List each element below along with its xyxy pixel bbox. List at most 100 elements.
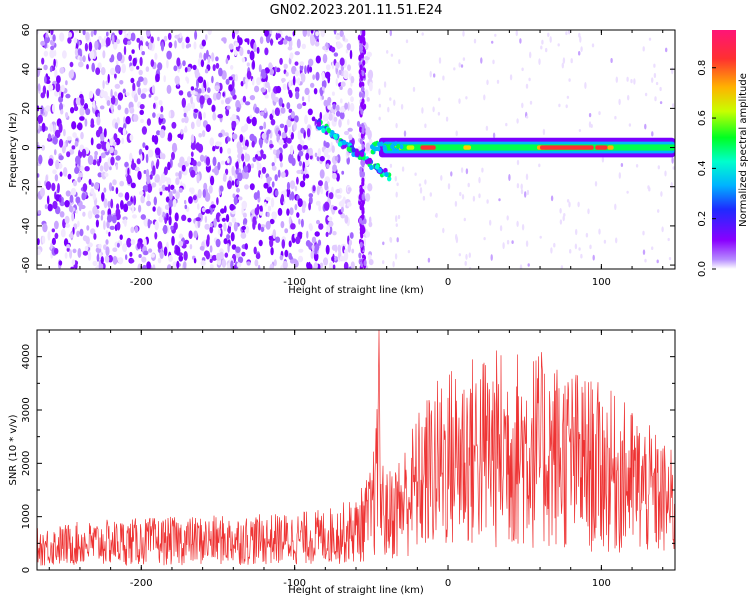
heatmap-noise-cell xyxy=(190,134,195,144)
heatmap-noise-cell xyxy=(92,99,96,109)
heatmap-noise-cell xyxy=(365,193,371,202)
heatmap-noise-cell xyxy=(277,207,283,216)
heatmap-noise-cell xyxy=(181,214,187,221)
heatmap-noise-cell xyxy=(592,254,595,261)
heatmap-noise-cell xyxy=(58,123,63,133)
heatmap-noise-cell xyxy=(249,183,255,191)
heatmap-noise-cell xyxy=(154,147,161,156)
heatmap-noise-cell xyxy=(335,62,340,69)
heatmap-noise-cell xyxy=(227,262,231,269)
heatmap-noise-cell xyxy=(127,40,132,46)
heatmap-noise-cell xyxy=(228,43,234,50)
heatmap-noise-cell xyxy=(187,217,192,223)
heatmap-noise-cell xyxy=(318,239,321,246)
heatmap-noise-cell xyxy=(70,107,75,114)
heatmap-signal-cell xyxy=(377,167,382,174)
heatmap-noise-cell xyxy=(157,36,160,42)
heatmap-noise-cell xyxy=(305,240,311,247)
heatmap-noise-cell xyxy=(280,171,286,178)
heatmap-noise-cell xyxy=(65,190,71,197)
heatmap-noise-cell xyxy=(158,179,163,187)
heatmap-noise-cell xyxy=(424,179,427,185)
heatmap-noise-cell xyxy=(258,239,263,247)
heatmap-noise-cell xyxy=(296,169,302,174)
heatmap-noise-cell xyxy=(520,189,524,195)
heatmap-noise-cell xyxy=(335,104,340,112)
heatmap-noise-cell xyxy=(139,56,143,67)
heatmap-noise-cell xyxy=(310,82,315,88)
heatmap-noise-cell xyxy=(140,153,143,162)
heatmap-noise-cell xyxy=(300,72,304,77)
heatmap-noise-cell xyxy=(138,190,144,196)
heatmap-noise-cell xyxy=(142,142,146,149)
heatmap-noise-cell xyxy=(137,87,142,96)
heatmap-noise-cell xyxy=(359,64,363,71)
heatmap-noise-cell xyxy=(168,190,173,200)
heatmap-noise-cell xyxy=(212,156,217,167)
heatmap-noise-cell xyxy=(657,209,660,213)
heatmap-noise-cell xyxy=(141,51,145,56)
heatmap-noise-cell xyxy=(361,180,365,187)
heatmap-noise-cell xyxy=(527,263,530,267)
heatmap-noise-cell xyxy=(133,94,138,103)
heatmap-noise-cell xyxy=(251,78,255,86)
heatmap-signal-cell xyxy=(369,164,374,170)
heatmap-noise-cell xyxy=(327,96,332,104)
heatmap-noise-cell xyxy=(123,203,129,213)
heatmap-noise-cell xyxy=(588,121,592,128)
heatmap-noise-cell xyxy=(644,92,648,97)
heatmap-noise-cell xyxy=(298,248,304,253)
heatmap-noise-cell xyxy=(397,214,401,220)
heatmap-noise-cell xyxy=(655,81,659,86)
heatmap-noise-cell xyxy=(365,231,371,238)
heatmap-noise-cell xyxy=(318,180,323,187)
heatmap-noise-cell xyxy=(209,226,214,234)
heatmap-noise-cell xyxy=(297,231,303,236)
heatmap-noise-cell xyxy=(359,46,363,53)
heatmap-noise-cell xyxy=(226,234,231,240)
heatmap-noise-cell xyxy=(226,105,231,110)
heatmap-noise-cell xyxy=(328,261,334,269)
heatmap-noise-cell xyxy=(163,75,166,83)
heatmap-noise-cell xyxy=(412,86,416,92)
heatmap-noise-cell xyxy=(182,60,186,67)
heatmap-noise-cell xyxy=(486,199,489,204)
heatmap-noise-cell xyxy=(575,228,578,236)
heatmap-noise-cell xyxy=(331,244,337,251)
heatmap-noise-cell xyxy=(271,181,275,188)
heatmap-noise-cell xyxy=(54,129,61,139)
heatmap-noise-cell xyxy=(197,219,201,229)
heatmap-noise-cell xyxy=(332,206,338,211)
heatmap-noise-cell xyxy=(219,185,224,192)
heatmap-noise-cell xyxy=(335,188,341,194)
heatmap-noise-cell xyxy=(265,81,270,89)
heatmap-noise-cell xyxy=(75,209,78,214)
heatmap-noise-cell xyxy=(142,185,148,191)
heatmap-noise-cell xyxy=(407,250,411,254)
heatmap-marks xyxy=(37,30,675,269)
heatmap-noise-cell xyxy=(347,101,350,112)
heatmap-noise-cell xyxy=(82,183,88,192)
heatmap-noise-cell xyxy=(529,100,533,105)
heatmap-noise-cell xyxy=(480,57,483,64)
heatmap-noise-cell xyxy=(178,233,184,239)
heatmap-noise-cell xyxy=(357,146,361,151)
heatmap-noise-cell xyxy=(427,257,431,263)
heatmap-noise-cell xyxy=(539,235,542,239)
heatmap-noise-cell xyxy=(105,141,110,151)
heatmap-noise-cell xyxy=(349,49,353,60)
heatmap-noise-cell xyxy=(134,225,139,234)
heatmap-noise-cell xyxy=(651,246,654,250)
heatmap-noise-cell xyxy=(244,184,249,190)
heatmap-noise-cell xyxy=(190,169,196,178)
heatmap-noise-cell xyxy=(81,148,87,158)
heatmap-noise-cell xyxy=(296,38,301,49)
heatmap-noise-cell xyxy=(317,264,321,269)
heatmap-noise-cell xyxy=(110,88,113,99)
heatmap-noise-cell xyxy=(152,206,156,212)
heatmap-noise-cell xyxy=(550,195,554,202)
heatmap-noise-cell xyxy=(228,76,233,81)
snr-y-tick-label: 4000 xyxy=(21,344,32,369)
heatmap-noise-cell xyxy=(361,70,365,77)
heatmap-noise-cell xyxy=(275,33,281,39)
